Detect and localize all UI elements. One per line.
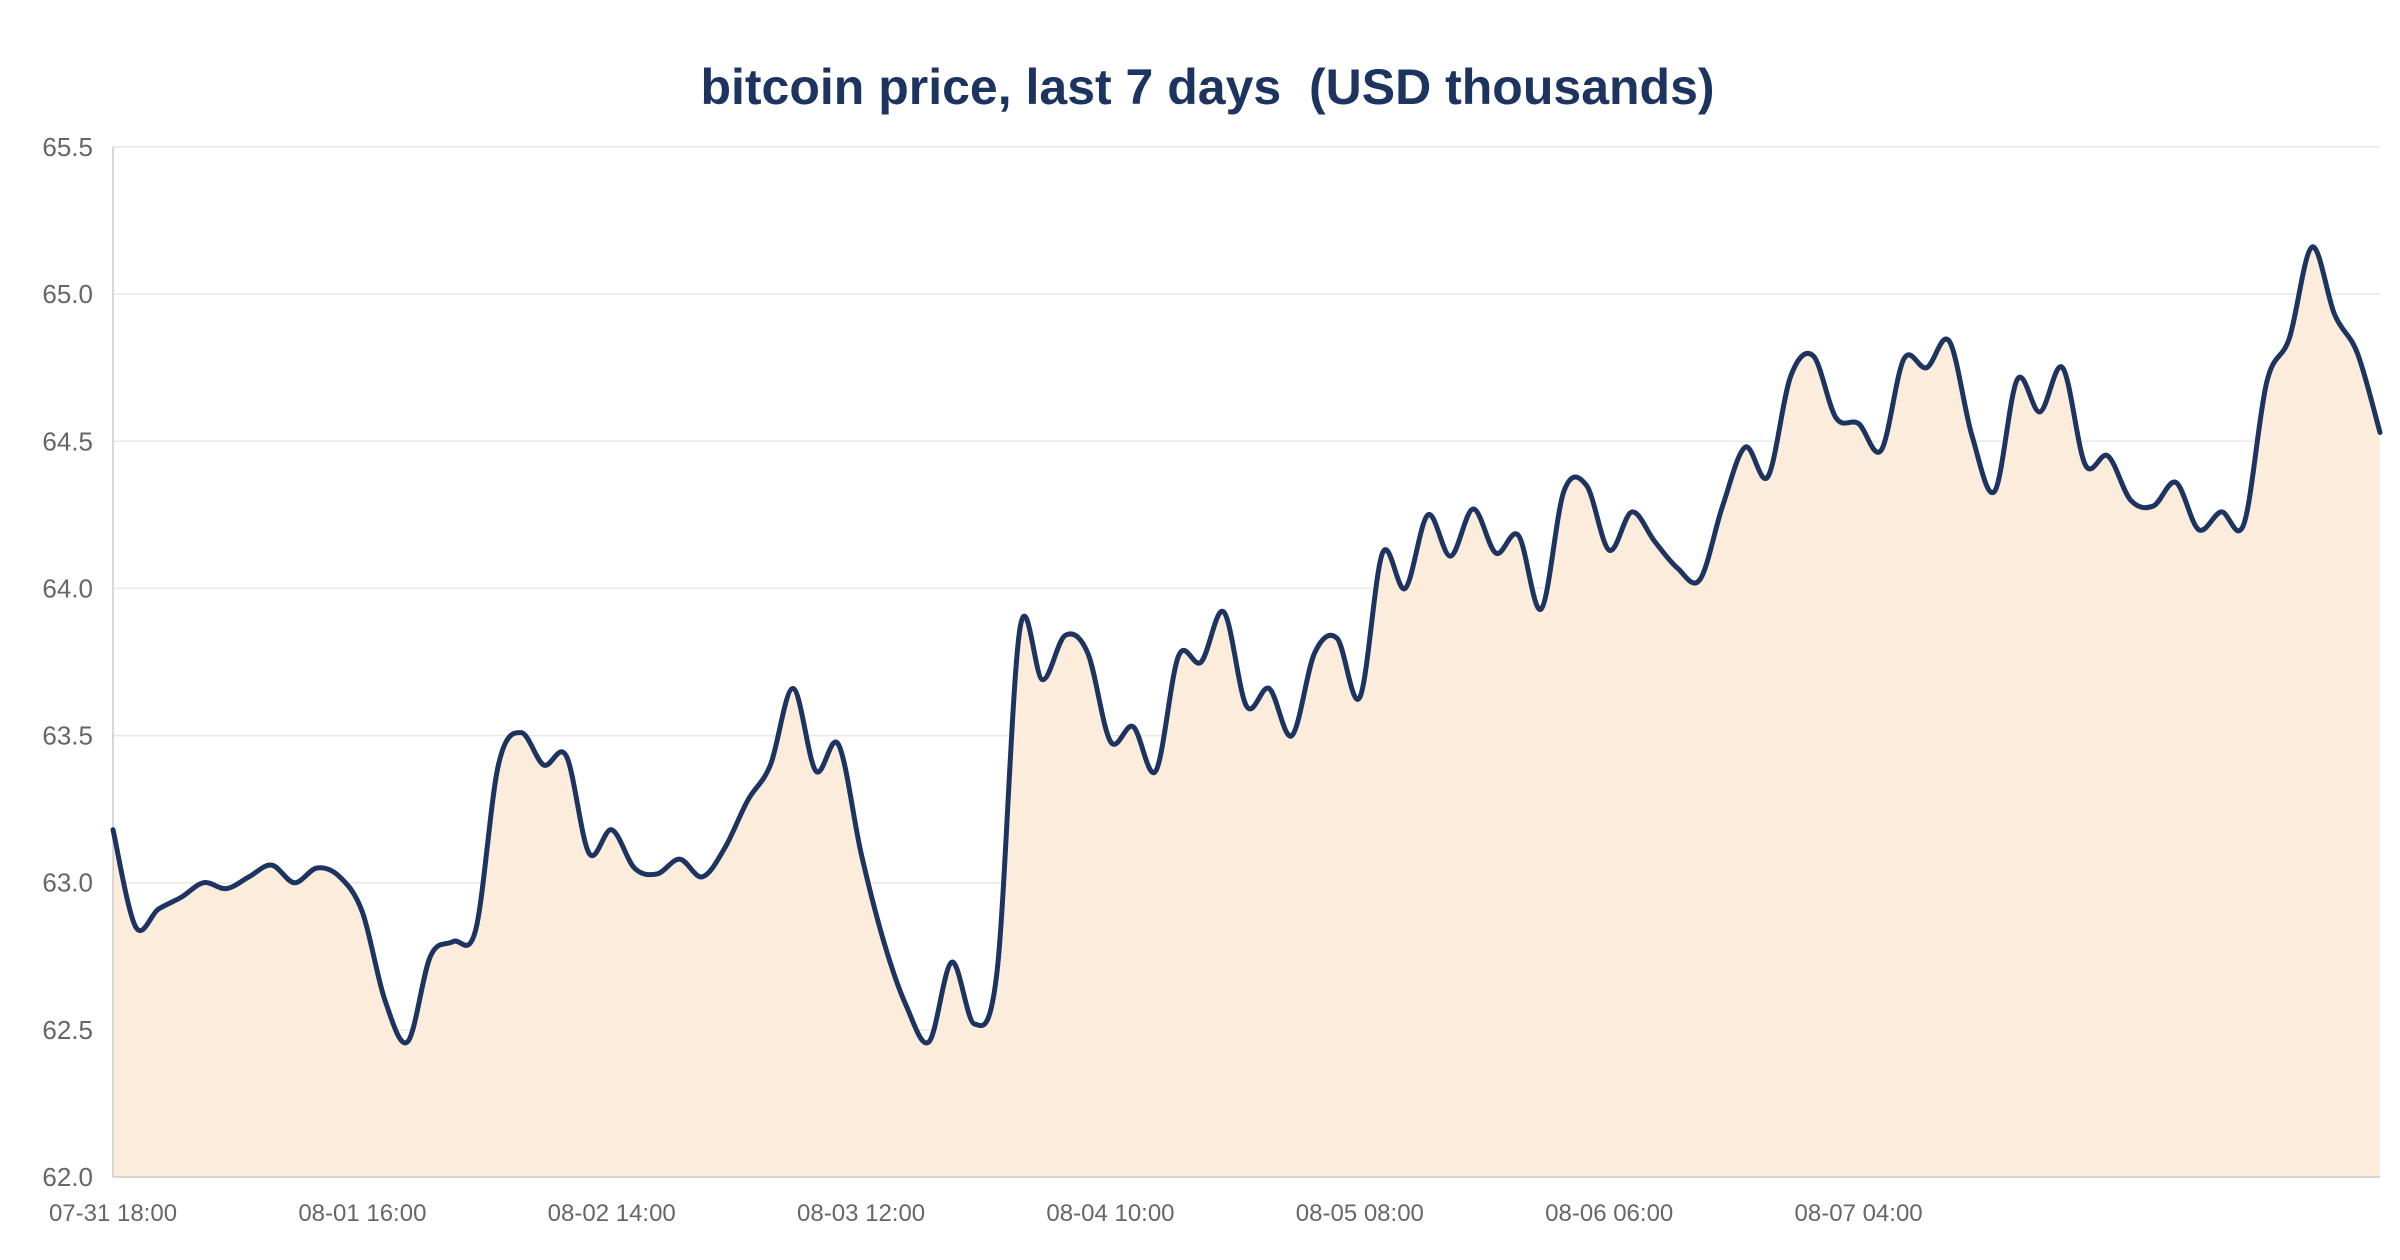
y-tick-label: 62.5: [42, 1015, 93, 1045]
y-tick-label: 65.5: [42, 132, 93, 162]
y-tick-label: 64.0: [42, 573, 93, 603]
x-tick-label: 08-07 04:00: [1795, 1200, 1923, 1227]
x-tick-label: 08-06 06:00: [1545, 1200, 1673, 1227]
y-tick-label: 65.0: [42, 279, 93, 309]
x-tick-label: 08-03 12:00: [797, 1200, 925, 1227]
x-tick-label: 08-05 08:00: [1296, 1200, 1424, 1227]
y-tick-label: 62.0: [42, 1162, 93, 1192]
chart-title: bitcoin price, last 7 days (USD thousand…: [700, 59, 1715, 115]
x-tick-label: 08-04 10:00: [1046, 1200, 1174, 1227]
y-tick-label: 64.5: [42, 426, 93, 456]
price-line: [110, 244, 2383, 1046]
x-tick-label: 07-31 18:00: [49, 1200, 177, 1227]
y-tick-label: 63.0: [42, 868, 93, 898]
y-tick-label: 63.5: [42, 721, 93, 751]
x-tick-label: 08-02 14:00: [548, 1200, 676, 1227]
x-tick-label: 08-01 16:00: [298, 1200, 426, 1227]
price-area-fill: [113, 246, 2380, 1178]
